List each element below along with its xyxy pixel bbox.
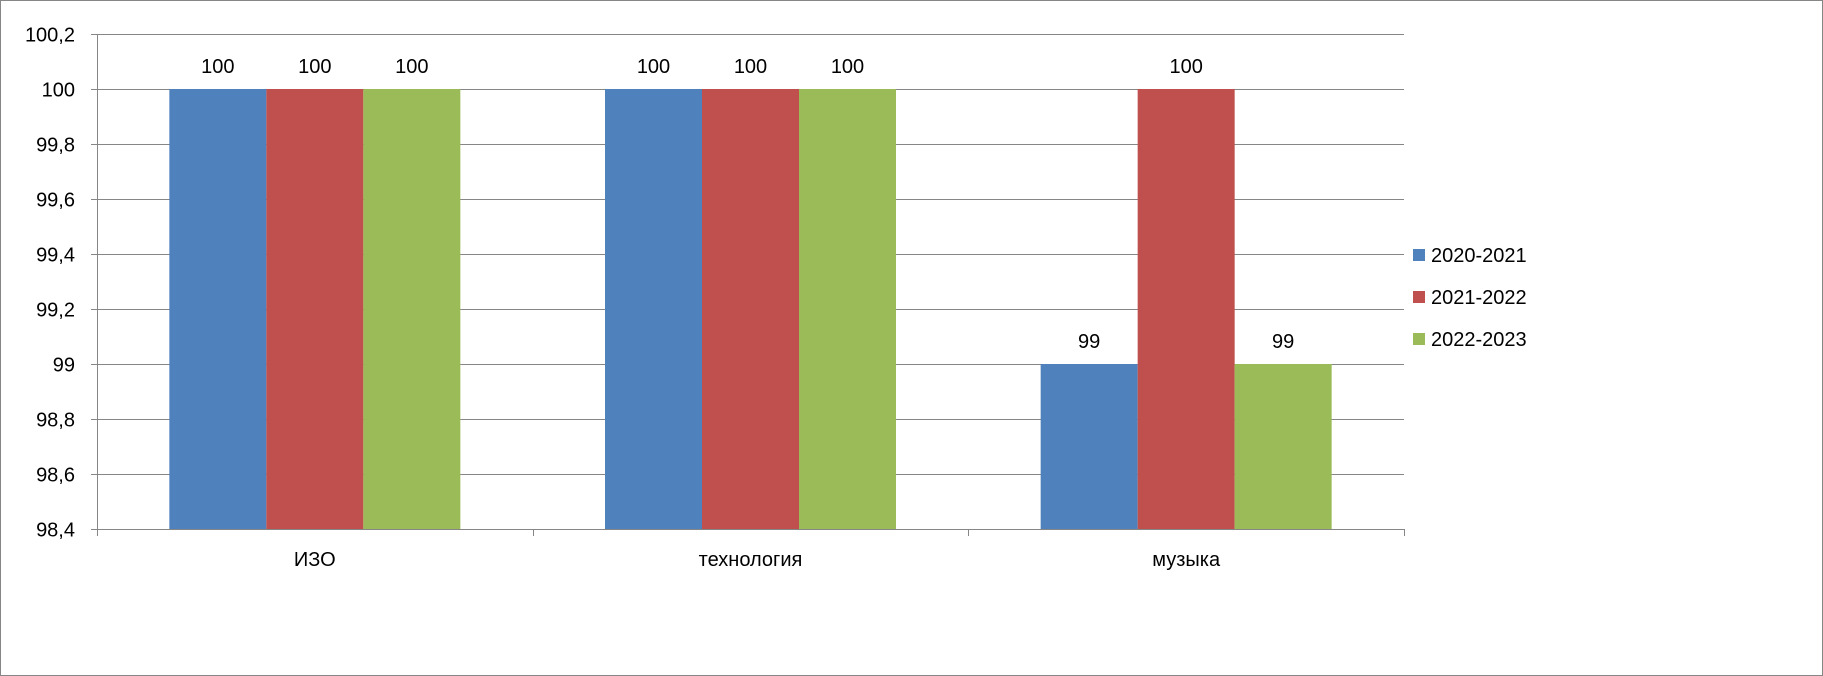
y-tick-label: 99,2	[36, 300, 75, 322]
legend-swatch	[1413, 333, 1425, 345]
legend-label: 2021-2022	[1431, 287, 1527, 309]
x-category-label: технология	[699, 549, 803, 571]
data-label: 99	[1272, 331, 1294, 353]
data-label: 100	[734, 56, 767, 78]
legend-swatch	[1413, 249, 1425, 261]
legend: 2020-2021 2021-2022 2022-2023	[1413, 245, 1527, 351]
legend-label: 2020-2021	[1431, 245, 1527, 267]
legend-label: 2022-2023	[1431, 329, 1527, 351]
data-label: 100	[298, 56, 331, 78]
y-tick-label: 99,4	[36, 245, 75, 267]
data-label: 100	[1169, 56, 1202, 78]
data-label: 99	[1078, 331, 1100, 353]
y-tick-label: 98,8	[36, 410, 75, 432]
x-category-label: музыка	[1152, 549, 1221, 571]
y-tick-label: 98,6	[36, 465, 75, 487]
bar	[363, 89, 461, 529]
data-label: 100	[201, 56, 234, 78]
legend-swatch	[1413, 291, 1425, 303]
data-label: 100	[395, 56, 428, 78]
bar	[1040, 364, 1138, 529]
data-label: 100	[831, 56, 864, 78]
bar	[702, 89, 799, 529]
bar	[169, 89, 267, 529]
y-tick-label: 99,6	[36, 190, 75, 212]
bar	[266, 89, 364, 529]
axes	[91, 34, 1405, 536]
bar	[1137, 89, 1235, 529]
y-tick-label: 98,4	[36, 520, 75, 542]
y-tick-label: 99,8	[36, 135, 75, 157]
y-tick-label: 100	[42, 80, 75, 102]
x-category-label: ИЗО	[294, 549, 336, 571]
bar	[799, 89, 896, 529]
x-axis-category-labels: ИЗО технология музыка	[294, 549, 1221, 571]
data-label: 100	[637, 56, 670, 78]
y-axis-tick-labels: 98,4 98,6 98,8 99 99,2 99,4 99,6 99,8 100 100,2	[25, 25, 75, 542]
y-tick-label: 100,2	[25, 25, 75, 47]
bar	[1234, 364, 1332, 529]
bars	[169, 89, 1332, 529]
bar	[605, 89, 702, 529]
data-labels: 100 100 100 100 100 100 99 100 99	[201, 56, 1294, 353]
y-tick-label: 99	[53, 355, 75, 377]
